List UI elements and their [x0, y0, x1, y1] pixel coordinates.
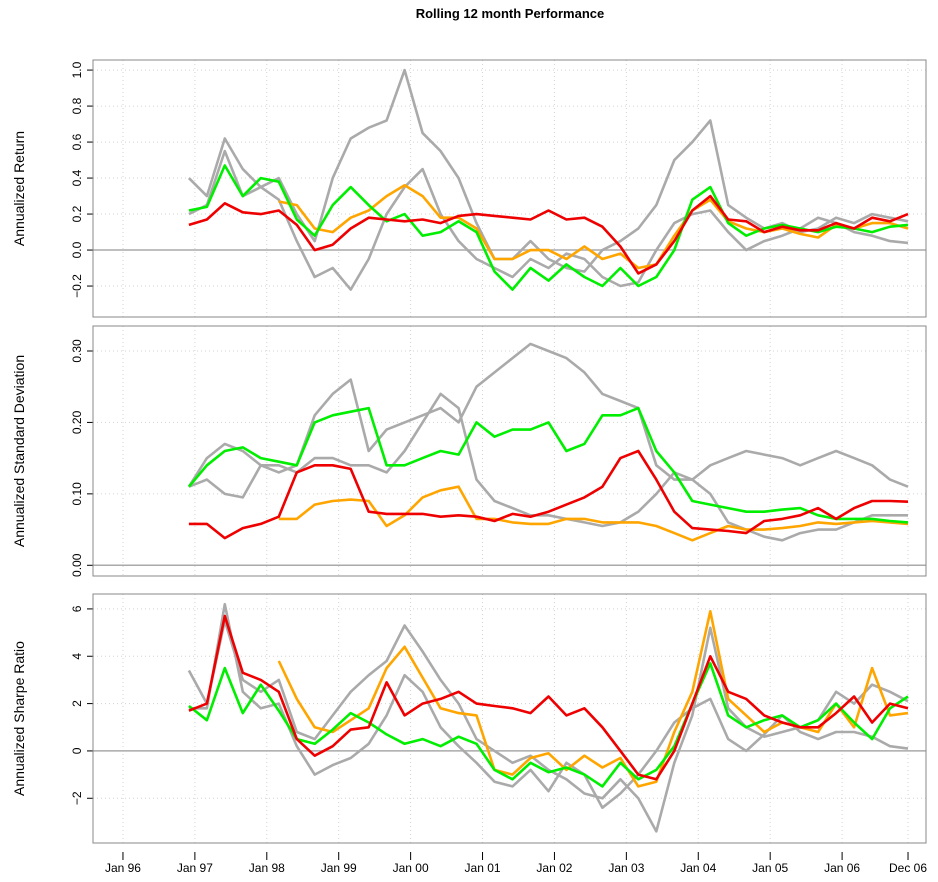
x-tick-label: Jan 02 — [536, 861, 572, 875]
y-tick-label: 0.10 — [70, 482, 84, 506]
y-tick-label: 4 — [70, 653, 84, 660]
y-tick-label: −0.2 — [70, 274, 84, 298]
series-line — [188, 392, 908, 542]
series-line — [188, 164, 909, 291]
y-tick-label: 6 — [70, 605, 84, 612]
x-tick-label: Jan 04 — [680, 861, 716, 875]
series-line — [188, 194, 909, 275]
y-tick-label: 0.00 — [70, 553, 84, 577]
y-axis-label: Annualized Sharpe Ratio — [11, 641, 27, 796]
series-line — [188, 449, 909, 540]
series-line — [188, 149, 909, 291]
x-tick-label: Jan 99 — [321, 861, 357, 875]
y-tick-label: 0.30 — [70, 339, 84, 363]
series-line — [277, 610, 909, 788]
x-tick-label: Jan 96 — [105, 861, 141, 875]
x-tick-label: Jan 01 — [465, 861, 501, 875]
chart-title: Rolling 12 month Performance — [416, 6, 605, 21]
y-axis-label: Annualized Standard Deviation — [11, 355, 27, 547]
panel-frame — [92, 593, 927, 844]
x-tick-label: Jan 06 — [824, 861, 860, 875]
series-line — [187, 406, 909, 524]
y-tick-label: 0 — [70, 747, 84, 754]
series-line — [188, 614, 909, 781]
x-tick-label: Jan 98 — [249, 861, 285, 875]
y-axis-label: Annualized Return — [11, 131, 27, 246]
y-tick-label: 0.6 — [70, 133, 84, 150]
y-tick-label: 2 — [70, 700, 84, 707]
y-tick-label: 1.0 — [70, 61, 84, 78]
y-tick-label: 0.8 — [70, 97, 84, 114]
x-tick-label: Jan 03 — [608, 861, 644, 875]
x-tick-label: Jan 05 — [752, 861, 788, 875]
y-tick-label: 0.20 — [70, 410, 84, 434]
series-line — [187, 342, 909, 488]
y-tick-label: −2 — [70, 791, 84, 805]
y-tick-label: 0.4 — [70, 169, 84, 186]
x-tick-label: Dec 06 — [889, 861, 927, 875]
x-tick-label: Jan 00 — [393, 861, 429, 875]
series-line — [188, 662, 909, 788]
x-tick-label: Jan 97 — [177, 861, 213, 875]
panel-frame — [92, 325, 927, 577]
y-tick-label: 0.2 — [70, 205, 84, 222]
y-tick-label: 0.0 — [70, 241, 84, 258]
series-line — [278, 184, 909, 270]
series-line — [188, 602, 909, 809]
series-line — [187, 619, 909, 833]
panel-frame — [92, 59, 927, 318]
series-line — [278, 485, 909, 542]
